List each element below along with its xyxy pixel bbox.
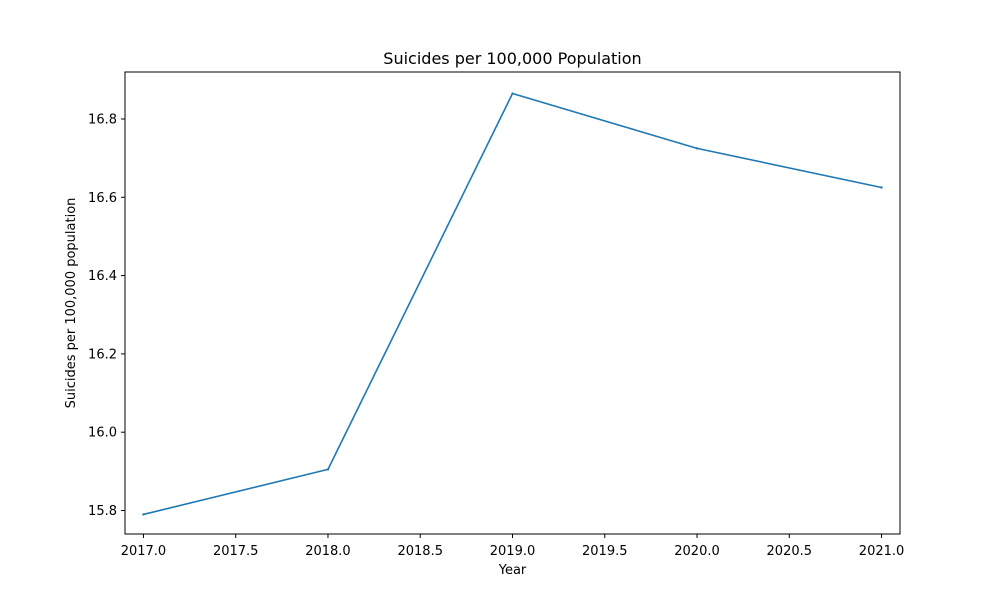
x-tick-label: 2018.0 [305, 544, 351, 559]
x-tick-label: 2019.5 [582, 544, 628, 559]
y-tick-label: 16.6 [88, 191, 117, 206]
y-axis-label: Suicides per 100,000 population [64, 198, 79, 409]
plot-frame [124, 71, 901, 535]
x-tick-label: 2019.0 [490, 544, 536, 559]
data-point [511, 92, 514, 95]
x-axis: 2017.0 2017.5 2018.0 2018.5 2019.0 2019.5 2020… [121, 534, 905, 559]
plot-area [125, 72, 900, 534]
chart-title: Suicides per 100,000 Population [383, 49, 641, 68]
data-point [880, 186, 883, 189]
series-layer [142, 92, 883, 516]
x-tick-label: 2018.5 [397, 544, 443, 559]
y-tick-label: 16.2 [88, 347, 117, 362]
x-tick-label: 2021.0 [859, 544, 905, 559]
y-tick-label: 16.8 [88, 112, 117, 127]
x-axis-label: Year [498, 563, 527, 578]
y-tick-label: 16.4 [88, 269, 117, 284]
y-tick-label: 16.0 [88, 426, 117, 441]
data-point [695, 147, 699, 150]
data-point [326, 468, 330, 471]
y-tick-label: 15.8 [88, 504, 117, 519]
y-axis: 15.8 16.0 16.2 16.4 16.6 16.8 [88, 112, 125, 519]
x-tick-label: 2020.0 [674, 544, 720, 559]
x-tick-label: 2020.5 [767, 544, 813, 559]
data-point [142, 513, 145, 516]
x-tick-label: 2017.5 [213, 544, 259, 559]
x-tick-label: 2017.0 [121, 544, 167, 559]
